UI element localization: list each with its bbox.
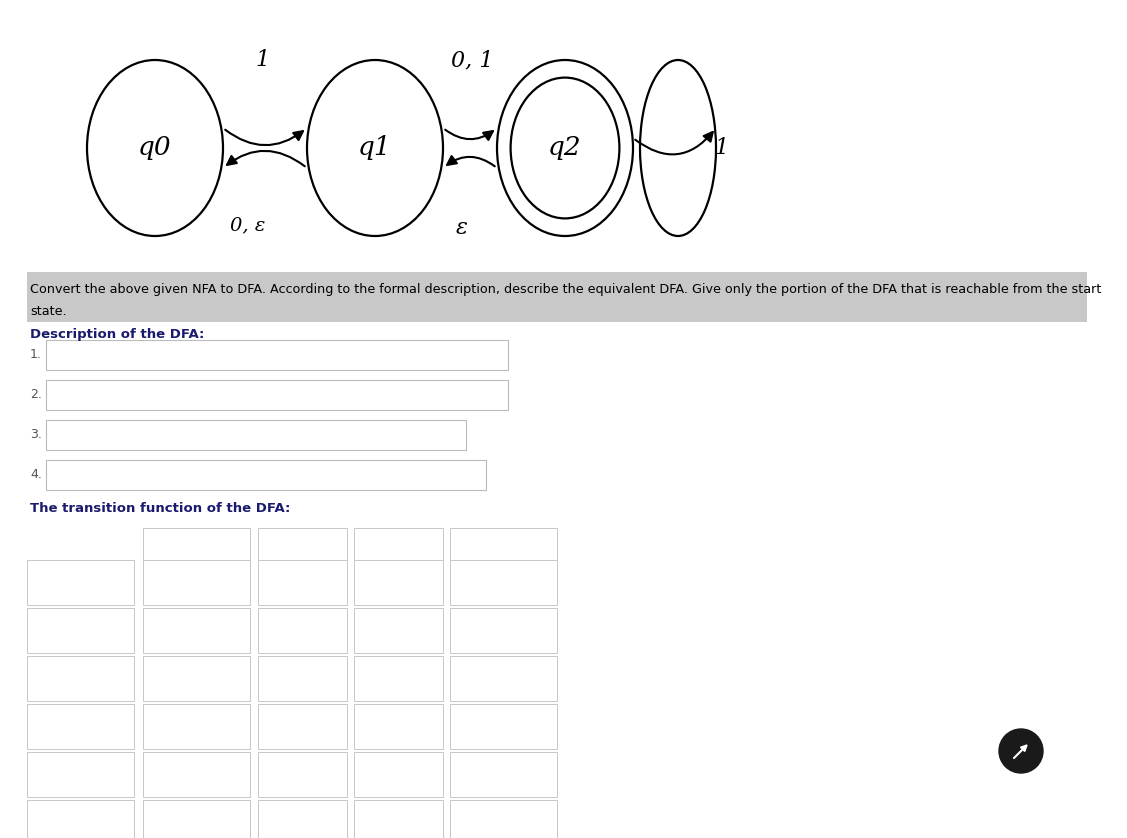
Text: 1: 1 — [256, 49, 270, 71]
FancyBboxPatch shape — [450, 752, 557, 797]
FancyBboxPatch shape — [27, 800, 134, 838]
FancyBboxPatch shape — [258, 800, 347, 838]
FancyBboxPatch shape — [27, 272, 1088, 322]
FancyBboxPatch shape — [258, 560, 347, 605]
FancyBboxPatch shape — [450, 800, 557, 838]
Circle shape — [999, 729, 1042, 773]
FancyBboxPatch shape — [143, 560, 250, 605]
FancyBboxPatch shape — [354, 560, 443, 605]
FancyBboxPatch shape — [27, 656, 134, 701]
FancyBboxPatch shape — [27, 560, 134, 605]
Text: The transition function of the DFA:: The transition function of the DFA: — [30, 502, 291, 515]
FancyBboxPatch shape — [46, 380, 508, 410]
FancyBboxPatch shape — [143, 528, 250, 573]
FancyBboxPatch shape — [143, 608, 250, 653]
FancyBboxPatch shape — [27, 296, 71, 322]
FancyBboxPatch shape — [450, 528, 557, 573]
Text: 1.: 1. — [30, 349, 42, 361]
FancyBboxPatch shape — [450, 704, 557, 749]
FancyBboxPatch shape — [354, 704, 443, 749]
FancyBboxPatch shape — [258, 656, 347, 701]
FancyBboxPatch shape — [143, 656, 250, 701]
FancyBboxPatch shape — [258, 528, 347, 573]
Text: ε: ε — [456, 217, 468, 239]
FancyBboxPatch shape — [46, 460, 486, 490]
FancyBboxPatch shape — [354, 528, 443, 573]
Text: q0: q0 — [139, 136, 171, 161]
FancyBboxPatch shape — [258, 704, 347, 749]
Text: 2.: 2. — [30, 389, 42, 401]
Text: q2: q2 — [548, 136, 582, 161]
Text: q1: q1 — [358, 136, 392, 161]
Text: 0, 1: 0, 1 — [451, 49, 494, 71]
FancyBboxPatch shape — [450, 608, 557, 653]
Text: 4.: 4. — [30, 468, 42, 482]
FancyBboxPatch shape — [27, 752, 134, 797]
FancyBboxPatch shape — [27, 704, 134, 749]
FancyBboxPatch shape — [450, 560, 557, 605]
FancyBboxPatch shape — [450, 656, 557, 701]
Text: 1: 1 — [715, 137, 729, 159]
FancyBboxPatch shape — [258, 608, 347, 653]
Text: state.: state. — [30, 305, 66, 318]
FancyBboxPatch shape — [354, 656, 443, 701]
Text: 3.: 3. — [30, 428, 42, 442]
FancyBboxPatch shape — [143, 800, 250, 838]
Text: Description of the DFA:: Description of the DFA: — [30, 328, 204, 341]
FancyBboxPatch shape — [354, 608, 443, 653]
FancyBboxPatch shape — [354, 800, 443, 838]
FancyBboxPatch shape — [354, 752, 443, 797]
FancyBboxPatch shape — [258, 752, 347, 797]
FancyBboxPatch shape — [46, 340, 508, 370]
FancyBboxPatch shape — [143, 752, 250, 797]
FancyBboxPatch shape — [46, 420, 465, 450]
Text: 0, ε: 0, ε — [230, 216, 266, 234]
FancyBboxPatch shape — [27, 608, 134, 653]
FancyBboxPatch shape — [143, 704, 250, 749]
Text: Convert the above given NFA to DFA. According to the formal description, describ: Convert the above given NFA to DFA. Acco… — [30, 283, 1101, 296]
